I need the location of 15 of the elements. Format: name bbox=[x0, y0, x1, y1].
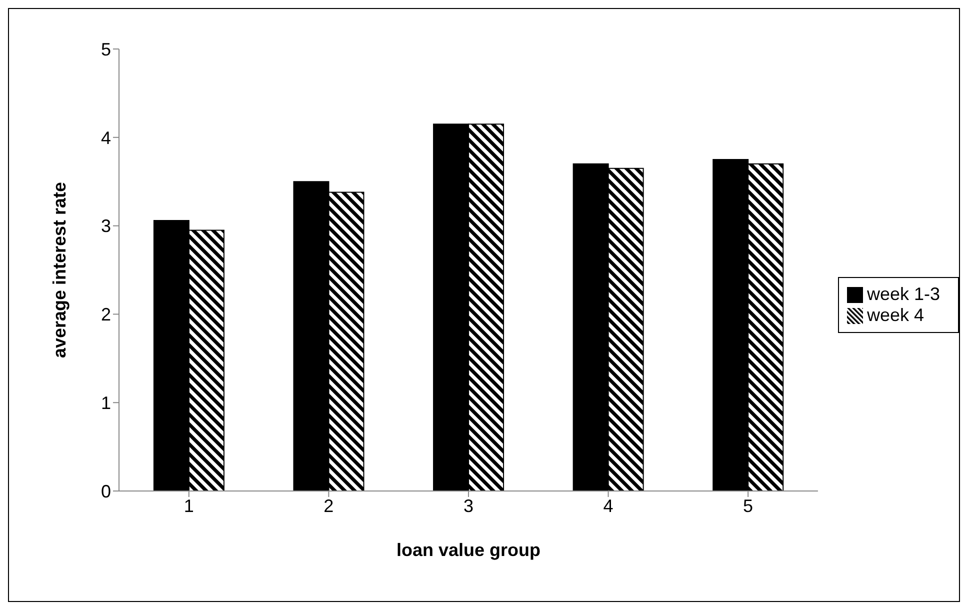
x-tick-label: 5 bbox=[743, 496, 754, 516]
y-tick-label: 5 bbox=[100, 39, 111, 60]
legend-label: week 4 bbox=[866, 305, 924, 325]
y-axis-title: average interest rate bbox=[49, 182, 70, 358]
x-tick-label: 1 bbox=[184, 496, 194, 516]
legend-label: week 1-3 bbox=[866, 284, 940, 304]
x-tick-label: 3 bbox=[463, 496, 474, 516]
y-tick-label: 3 bbox=[100, 216, 111, 236]
y-tick-label: 2 bbox=[100, 304, 111, 325]
y-tick-label: 4 bbox=[100, 128, 111, 148]
y-tick-label: 1 bbox=[100, 392, 111, 413]
x-axis-title: loan value group bbox=[396, 540, 540, 560]
y-tick-label: 0 bbox=[100, 481, 111, 502]
x-tick-label: 2 bbox=[324, 496, 334, 516]
x-tick-label: 4 bbox=[603, 496, 614, 516]
